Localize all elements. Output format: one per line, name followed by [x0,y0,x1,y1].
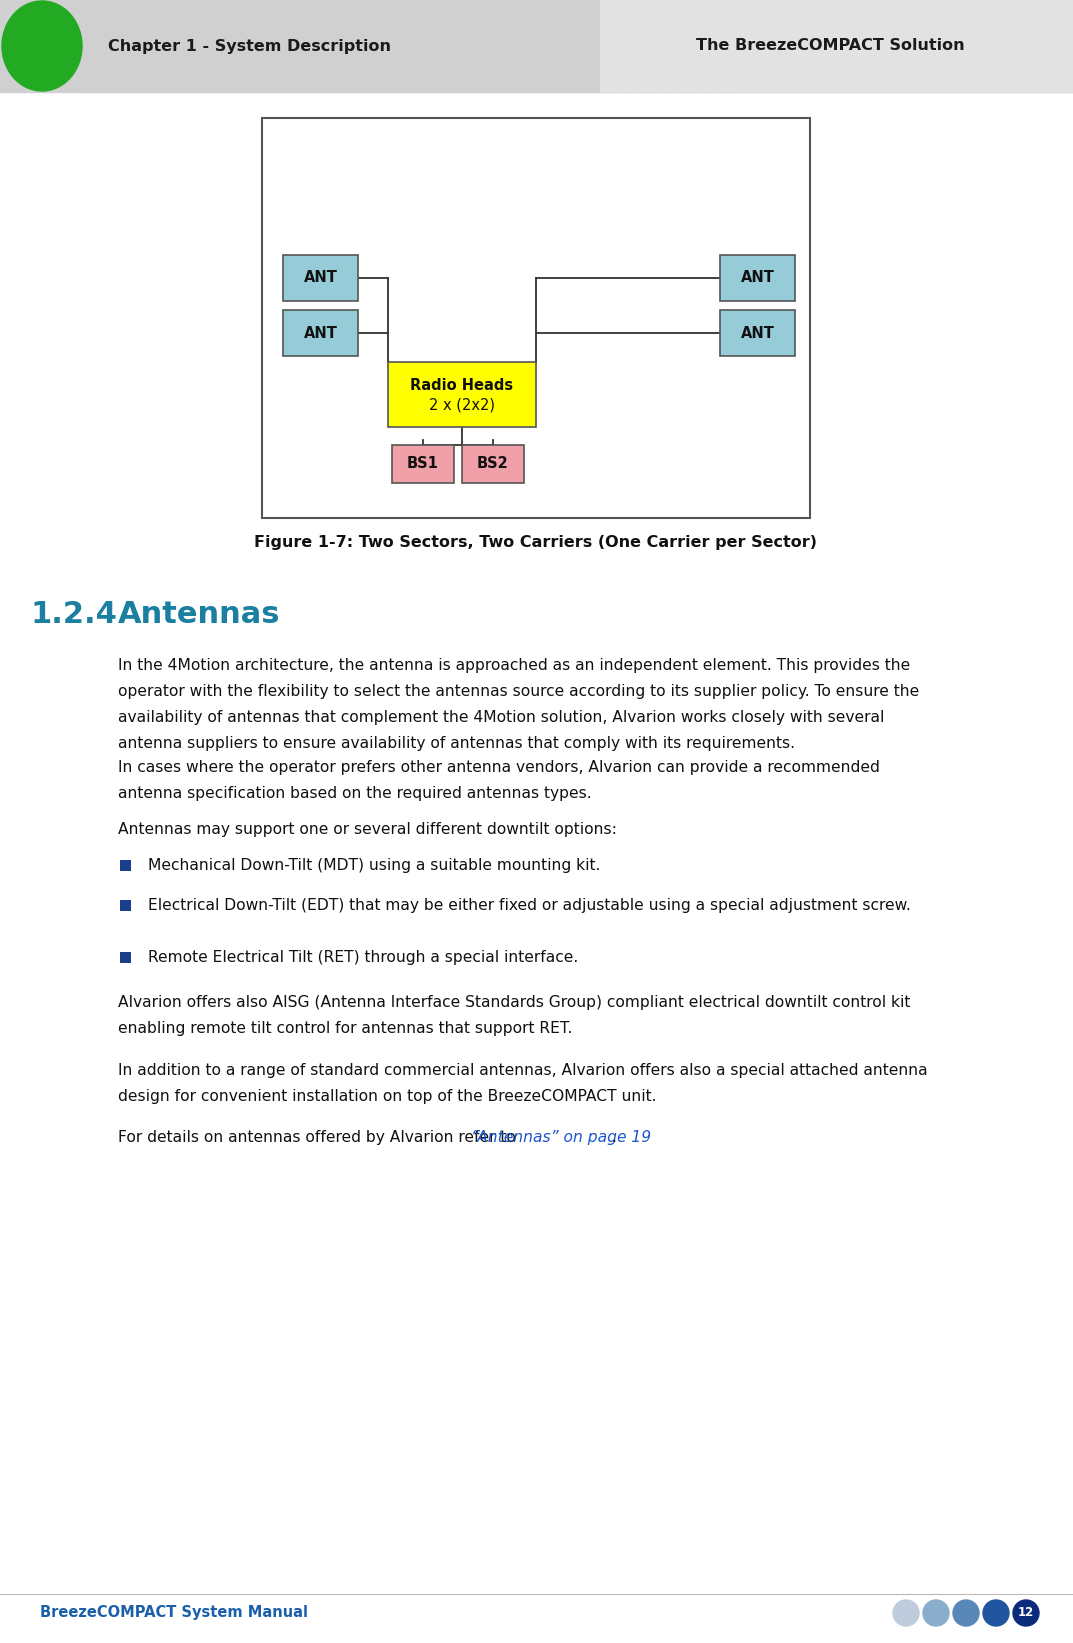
Bar [120,951,131,963]
Text: Antennas may support one or several different downtilt options:: Antennas may support one or several diff… [118,822,617,836]
Text: antenna suppliers to ensure availability of antennas that comply with its requir: antenna suppliers to ensure availability… [118,736,795,751]
Text: In addition to a range of standard commercial antennas, Alvarion offers also a s: In addition to a range of standard comme… [118,1063,928,1078]
Text: 12: 12 [1018,1607,1034,1620]
Text: Mechanical Down-Tilt (MDT) using a suitable mounting kit.: Mechanical Down-Tilt (MDT) using a suita… [148,858,601,872]
Bar [283,255,358,301]
Text: .: . [612,1130,616,1145]
Text: In cases where the operator prefers other antenna vendors, Alvarion can provide : In cases where the operator prefers othe… [118,761,880,775]
Text: antenna specification based on the required antennas types.: antenna specification based on the requi… [118,785,591,802]
Text: Chapter 1 - System Description: Chapter 1 - System Description [108,38,391,54]
Text: In the 4Motion architecture, the antenna is approached as an independent element: In the 4Motion architecture, the antenna… [118,657,910,674]
Text: ANT: ANT [740,271,775,286]
Bar [720,311,795,357]
Bar [388,361,536,427]
Text: ANT: ANT [304,271,337,286]
Bar [600,0,1073,92]
Text: The BreezeCOMPACT Solution: The BreezeCOMPACT Solution [696,38,965,54]
Ellipse shape [953,1600,979,1627]
Text: design for convenient installation on top of the BreezeCOMPACT unit.: design for convenient installation on to… [118,1089,657,1104]
Ellipse shape [983,1600,1009,1627]
Text: Figure 1-7: Two Sectors, Two Carriers (One Carrier per Sector): Figure 1-7: Two Sectors, Two Carriers (O… [254,536,818,550]
Bar [462,445,524,483]
Ellipse shape [893,1600,918,1627]
Text: Antennas: Antennas [118,600,280,629]
Text: enabling remote tilt control for antennas that support RET.: enabling remote tilt control for antenna… [118,1020,572,1037]
Bar [120,859,131,871]
Ellipse shape [923,1600,949,1627]
Text: BS1: BS1 [407,457,439,472]
Bar [262,118,810,518]
Text: Radio Heads: Radio Heads [411,378,514,393]
Bar [720,255,795,301]
Text: 2 x (2x2): 2 x (2x2) [429,398,495,412]
Bar [283,311,358,357]
Text: BS2: BS2 [477,457,509,472]
Text: “Antennas” on page 19: “Antennas” on page 19 [471,1130,651,1145]
Text: For details on antennas offered by Alvarion refer to: For details on antennas offered by Alvar… [118,1130,520,1145]
Text: Remote Electrical Tilt (RET) through a special interface.: Remote Electrical Tilt (RET) through a s… [148,950,578,964]
Ellipse shape [2,2,82,90]
Bar [120,900,131,910]
Text: Alvarion offers also AISG (Antenna Interface Standards Group) compliant electric: Alvarion offers also AISG (Antenna Inter… [118,996,910,1010]
Bar [0,0,1073,92]
Text: operator with the flexibility to select the antennas source according to its sup: operator with the flexibility to select … [118,683,920,698]
Text: 1.2.4: 1.2.4 [30,600,117,629]
Text: BreezeCOMPACT System Manual: BreezeCOMPACT System Manual [40,1605,308,1620]
Text: Electrical Down-Tilt (EDT) that may be either fixed or adjustable using a specia: Electrical Down-Tilt (EDT) that may be e… [148,899,911,914]
Text: ANT: ANT [304,325,337,340]
Bar [392,445,454,483]
Ellipse shape [1013,1600,1039,1627]
Text: ANT: ANT [740,325,775,340]
Text: availability of antennas that complement the 4Motion solution, Alvarion works cl: availability of antennas that complement… [118,710,884,725]
